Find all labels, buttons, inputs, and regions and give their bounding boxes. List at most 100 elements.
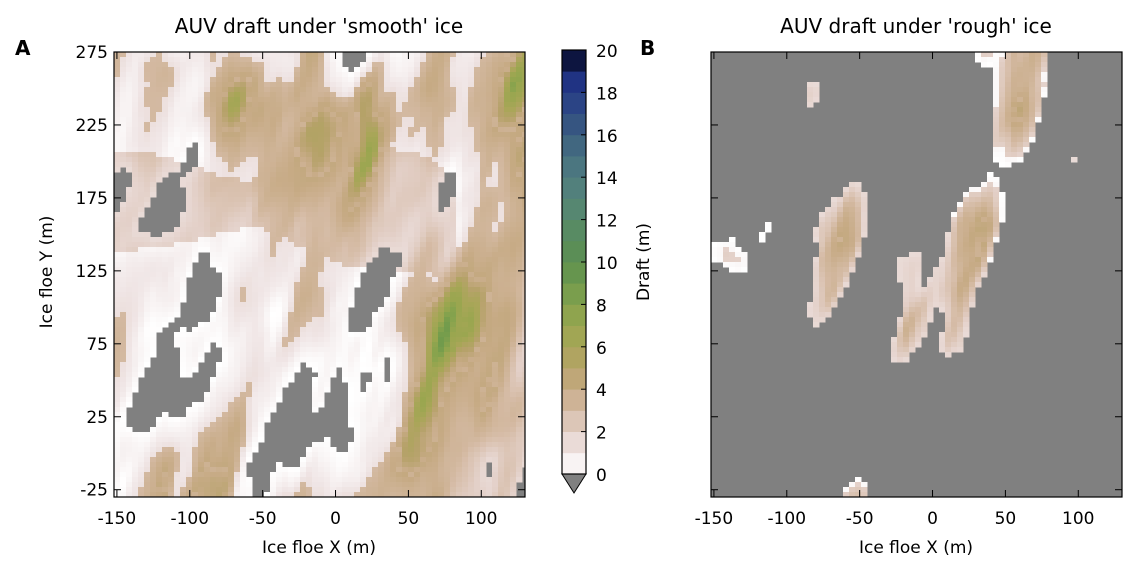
heatmap-cell bbox=[336, 137, 343, 143]
heatmap-cell bbox=[354, 432, 361, 438]
heatmap-cell bbox=[216, 72, 223, 78]
heatmap-cell bbox=[498, 332, 505, 338]
heatmap-cell bbox=[510, 432, 517, 438]
heatmap-cell bbox=[222, 237, 229, 243]
heatmap-cell bbox=[354, 357, 361, 363]
heatmap-cell bbox=[504, 227, 511, 233]
heatmap-cell bbox=[324, 337, 331, 343]
heatmap-cell bbox=[522, 387, 525, 393]
heatmap-cell bbox=[462, 387, 469, 393]
heatmap-cell bbox=[156, 107, 163, 113]
heatmap-cell bbox=[492, 182, 499, 188]
heatmap-cell bbox=[378, 412, 385, 418]
heatmap-cell bbox=[480, 397, 487, 403]
heatmap-cell bbox=[468, 347, 475, 353]
heatmap-cell bbox=[468, 362, 475, 368]
heatmap-cell bbox=[402, 387, 409, 393]
heatmap-cell bbox=[120, 287, 127, 293]
heatmap-cell bbox=[228, 172, 235, 178]
heatmap-cell bbox=[492, 297, 499, 303]
heatmap-cell bbox=[282, 162, 289, 168]
heatmap-cell bbox=[282, 217, 289, 223]
heatmap-cell bbox=[516, 152, 523, 158]
heatmap-cell bbox=[420, 107, 427, 113]
heatmap-cell bbox=[276, 247, 283, 253]
heatmap-cell bbox=[390, 57, 397, 63]
heatmap-cell bbox=[402, 452, 409, 458]
heatmap-cell bbox=[204, 182, 211, 188]
heatmap-cell bbox=[456, 177, 463, 183]
heatmap-cell bbox=[342, 377, 349, 383]
heatmap-cell bbox=[444, 312, 451, 318]
heatmap-cell bbox=[162, 162, 169, 168]
heatmap-cell bbox=[210, 437, 217, 443]
heatmap-cell bbox=[210, 137, 217, 143]
heatmap-cell bbox=[162, 237, 169, 243]
heatmap-cell bbox=[426, 312, 433, 318]
heatmap-cell bbox=[474, 387, 481, 393]
heatmap-cell bbox=[444, 267, 451, 273]
heatmap-cell bbox=[462, 72, 469, 78]
heatmap-cell bbox=[504, 247, 511, 253]
heatmap-cell bbox=[414, 412, 421, 418]
heatmap-cell bbox=[510, 207, 517, 213]
heatmap-cell bbox=[432, 337, 439, 343]
heatmap-cell bbox=[516, 247, 523, 253]
heatmap-cell bbox=[180, 332, 187, 338]
heatmap-cell bbox=[210, 382, 217, 388]
heatmap-cell bbox=[198, 87, 205, 93]
heatmap-cell bbox=[432, 262, 439, 268]
heatmap-cell bbox=[456, 342, 463, 348]
heatmap-cell bbox=[438, 357, 445, 363]
heatmap-cell bbox=[498, 307, 505, 313]
heatmap-cell bbox=[276, 382, 283, 388]
heatmap-cell bbox=[390, 392, 397, 398]
heatmap-cell bbox=[258, 177, 265, 183]
heatmap-cell bbox=[174, 152, 181, 158]
heatmap-cell bbox=[162, 107, 169, 113]
heatmap-cell bbox=[414, 257, 421, 263]
heatmap-cell bbox=[348, 397, 355, 403]
heatmap-cell bbox=[210, 177, 217, 183]
heatmap-cell bbox=[204, 212, 211, 218]
heatmap-cell bbox=[510, 402, 517, 408]
heatmap-cell bbox=[246, 132, 253, 138]
heatmap-cell bbox=[288, 52, 295, 58]
heatmap-cell bbox=[282, 377, 289, 383]
heatmap-cell bbox=[414, 217, 421, 223]
heatmap-cell bbox=[282, 382, 289, 388]
heatmap-cell bbox=[288, 242, 295, 248]
heatmap-cell bbox=[414, 142, 421, 148]
heatmap-cell bbox=[516, 362, 523, 368]
heatmap-cell bbox=[258, 272, 265, 278]
heatmap-cell bbox=[402, 292, 409, 298]
heatmap-cell bbox=[276, 252, 283, 258]
heatmap-cell bbox=[474, 167, 481, 173]
heatmap-cell bbox=[414, 457, 421, 463]
heatmap-cell bbox=[270, 107, 277, 113]
heatmap-cell bbox=[120, 62, 127, 68]
heatmap-cell bbox=[330, 252, 337, 258]
heatmap-cell bbox=[342, 242, 349, 248]
heatmap-cell bbox=[342, 452, 349, 458]
heatmap-cell bbox=[228, 452, 235, 458]
heatmap-cell bbox=[522, 322, 525, 328]
heatmap-cell bbox=[246, 407, 253, 413]
heatmap-cell bbox=[294, 67, 301, 73]
heatmap-cell bbox=[324, 162, 331, 168]
heatmap-cell bbox=[216, 407, 223, 413]
heatmap-cell bbox=[120, 292, 127, 298]
heatmap-cell bbox=[192, 437, 199, 443]
heatmap-cell bbox=[438, 72, 445, 78]
heatmap-cell bbox=[126, 52, 133, 58]
heatmap-cell bbox=[174, 437, 181, 443]
heatmap-cell bbox=[354, 147, 361, 153]
heatmap-cell bbox=[126, 257, 133, 263]
heatmap-cell bbox=[312, 187, 319, 193]
heatmap-cell bbox=[402, 137, 409, 143]
heatmap-cell bbox=[204, 167, 211, 173]
heatmap-cell bbox=[456, 162, 463, 168]
heatmap-cell bbox=[522, 307, 525, 313]
heatmap-cell bbox=[408, 182, 415, 188]
heatmap-cell bbox=[522, 267, 525, 273]
